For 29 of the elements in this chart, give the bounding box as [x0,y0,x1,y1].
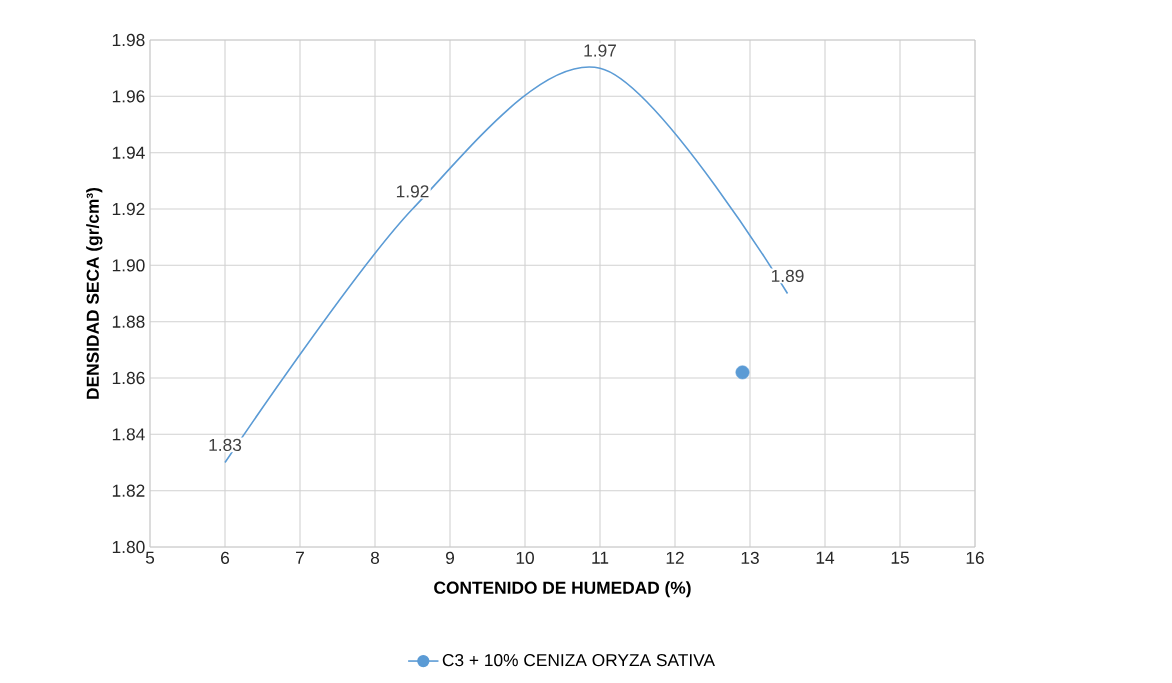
x-tick-label: 12 [666,551,684,564]
y-tick-label: 1.88 [112,315,145,328]
y-tick-label: 1.80 [112,540,145,554]
x-tick-label: 13 [741,551,759,564]
x-tick-label: 7 [296,551,304,564]
y-tick-label: 1.96 [112,90,145,103]
x-tick-label: 9 [446,551,455,564]
y-tick-label: 1.94 [112,146,145,159]
x-tick-label: 8 [370,551,380,564]
x-axis-title: CONTENIDO DE HUMEDAD (%) [434,581,691,598]
x-tick-label: 16 [966,551,984,564]
x-tick-label: 5 [145,551,155,564]
y-tick-label: 1.82 [112,484,145,497]
y-tick-label: 1.90 [112,259,145,272]
data-label: 1.97 [584,44,616,57]
data-label: 1.89 [771,269,804,283]
y-axis-title: DENSIDAD SECA (gr/cm³) [86,187,103,399]
data-label: 1.83 [209,438,242,452]
x-tick-label: 11 [592,551,609,564]
y-tick-label: 1.84 [112,428,145,441]
y-tick-label: 1.98 [112,33,145,47]
legend-label: C3 + 10% CENIZA ORYZA SATIVA [442,653,715,667]
x-tick-label: 14 [816,551,835,564]
x-tick-label: 15 [891,551,909,564]
data-label: 1.92 [396,185,429,198]
y-tick-label: 1.86 [112,371,145,385]
x-tick-label: 10 [516,551,534,564]
x-tick-label: 6 [221,551,230,564]
y-tick-label: 1.92 [112,202,145,216]
